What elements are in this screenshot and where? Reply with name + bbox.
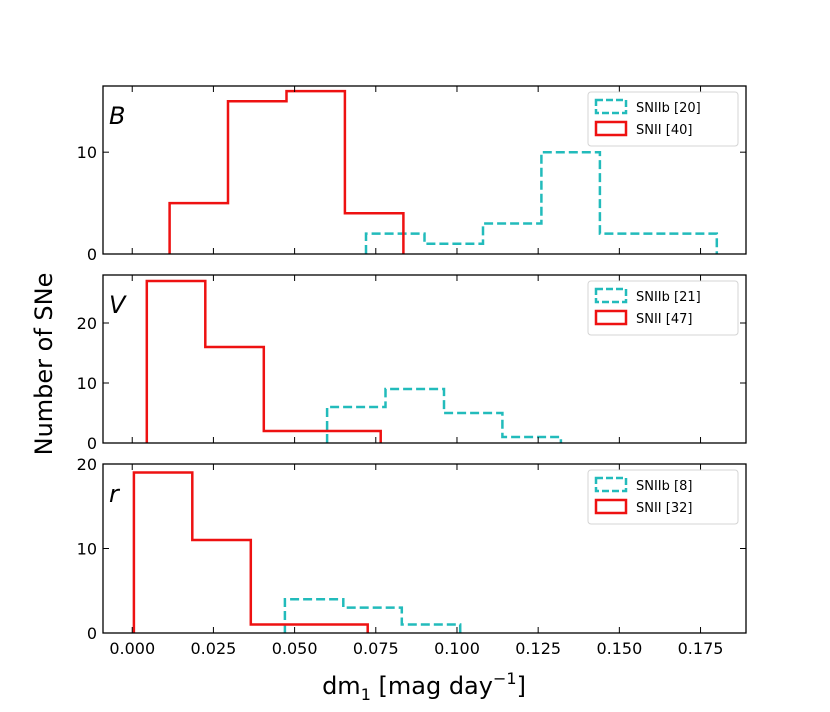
y-tick-label: 10 <box>77 143 97 162</box>
band-label-r: r <box>109 480 121 508</box>
x-axis-label: dm1 [mag day−1] <box>322 669 526 704</box>
histogram-sniib-B <box>364 150 719 254</box>
legend-label: SNIIb [8] <box>636 479 692 494</box>
y-tick-label: 0 <box>87 624 97 643</box>
legend-label: SNII [32] <box>636 501 692 516</box>
legend-swatch <box>594 498 628 515</box>
axes-frame <box>102 85 747 255</box>
histogram-snii-r <box>132 471 369 633</box>
legend-r: SNIIb [8] SNII [32] <box>587 469 739 525</box>
legend-swatch <box>594 98 628 115</box>
y-axis-label: Number of SNe <box>30 273 58 456</box>
x-axis-label-unit: [mag day <box>371 672 493 700</box>
band-label-B: B <box>109 102 125 130</box>
x-axis-label-exponent: −1 <box>493 669 517 688</box>
x-axis-label-subscript: 1 <box>361 685 371 704</box>
legend-label: SNII [47] <box>636 312 692 327</box>
legend-swatch <box>594 287 628 304</box>
axes-frame <box>102 274 747 444</box>
y-tick-label: 0 <box>87 245 97 264</box>
x-tick-label: 0.075 <box>353 639 399 658</box>
x-tick-label: 0.175 <box>678 639 724 658</box>
legend-label: SNII [40] <box>636 123 692 138</box>
x-tick-label: 0.125 <box>515 639 561 658</box>
panel-B: 0 10 B SNIIb [20] SNII [40] <box>77 85 747 264</box>
histogram-sniib-V <box>325 387 563 443</box>
y-tick-label: 0 <box>87 434 97 453</box>
legend-swatch <box>594 120 628 137</box>
x-tick-label: 0.025 <box>191 639 237 658</box>
legend-label: SNIIb [20] <box>636 101 701 116</box>
histogram-sniib-r <box>283 597 462 633</box>
legend-swatch <box>594 476 628 493</box>
panel-V: 0 10 20 V SNIIb [21] SNII [47] <box>77 274 747 453</box>
y-tick-label: 10 <box>77 374 97 393</box>
x-tick-label: 0.150 <box>596 639 642 658</box>
legend-label: SNIIb [21] <box>636 290 701 305</box>
legend-B: SNIIb [20] SNII [40] <box>587 91 739 147</box>
y-tick-label: 20 <box>77 314 97 333</box>
x-axis-label-main: dm <box>322 672 361 700</box>
panel-r: 0.000 0.025 0.050 0.075 0.100 0.125 0.150 0.175… <box>77 455 747 658</box>
legend-swatch <box>594 309 628 326</box>
x-tick-label: 0.100 <box>434 639 480 658</box>
x-tick-label: 0.000 <box>109 639 155 658</box>
x-axis-label-close: ] <box>517 672 526 700</box>
band-label-V: V <box>109 291 127 319</box>
y-tick-label: 10 <box>77 540 97 559</box>
histogram-snii-B <box>168 89 405 254</box>
legend-V: SNIIb [21] SNII [47] <box>587 280 739 336</box>
y-tick-label: 20 <box>77 455 97 474</box>
x-tick-label: 0.050 <box>272 639 318 658</box>
histogram-snii-V <box>145 279 382 443</box>
